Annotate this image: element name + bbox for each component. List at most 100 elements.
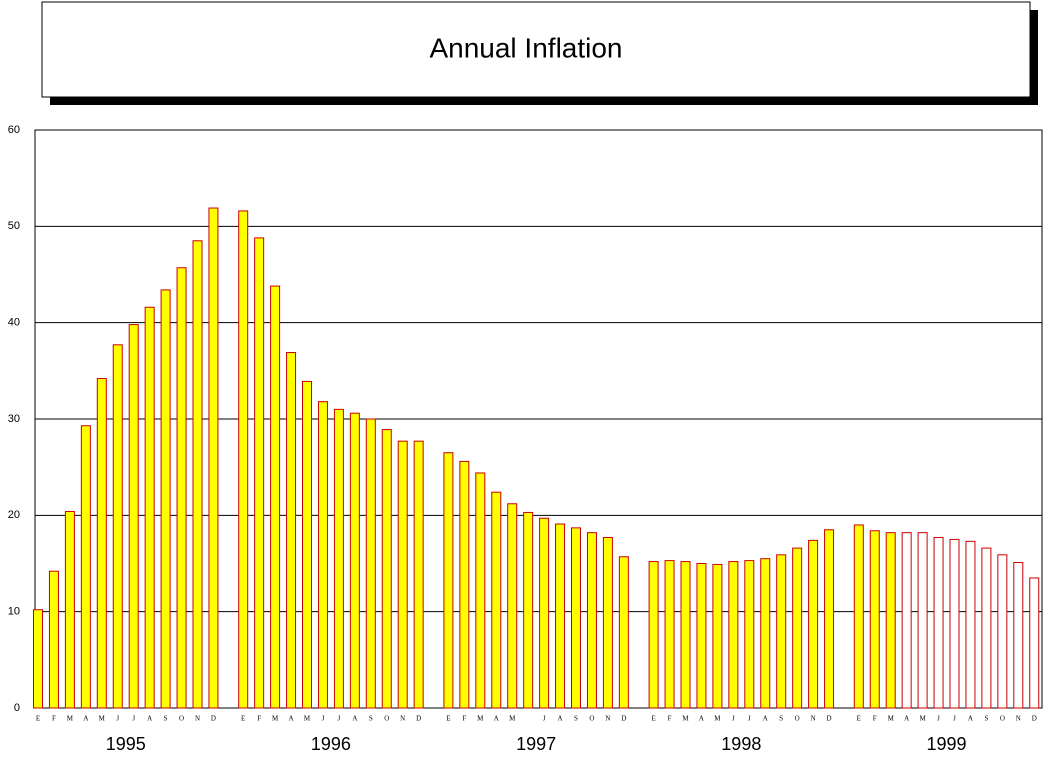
x-tick-label: F <box>257 715 261 723</box>
bar <box>539 517 550 709</box>
x-tick-label: E <box>651 715 655 723</box>
x-tick-label: A <box>352 715 357 723</box>
x-tick-label: A <box>763 715 768 723</box>
x-tick-label: O <box>384 715 389 723</box>
x-tick-label: M <box>272 715 279 723</box>
x-tick-label: M <box>67 715 74 723</box>
bar <box>349 412 360 709</box>
bar <box>317 401 328 709</box>
x-tick-label: M <box>99 715 106 723</box>
bar <box>981 547 992 709</box>
x-tick-label: A <box>699 715 704 723</box>
x-tick-label: O <box>795 715 800 723</box>
bar <box>824 529 835 709</box>
x-tick-label: N <box>605 715 610 723</box>
x-tick-label: M <box>682 715 689 723</box>
x-tick-label: F <box>462 715 466 723</box>
year-label: 1998 <box>721 734 761 754</box>
bar <box>680 561 691 709</box>
x-tick-label: M <box>304 715 311 723</box>
year-label: 1995 <box>106 734 146 754</box>
bar <box>413 440 424 709</box>
x-tick-label: E <box>36 715 40 723</box>
bar <box>128 324 139 709</box>
bar <box>997 554 1008 709</box>
bar <box>176 267 187 709</box>
bar <box>618 556 629 709</box>
bar <box>208 207 219 709</box>
y-tick-label: 50 <box>8 220 20 232</box>
bar <box>776 554 787 709</box>
x-tick-label: A <box>289 715 294 723</box>
bar <box>523 511 534 709</box>
x-tick-label: D <box>827 715 832 723</box>
bar <box>728 561 739 709</box>
bar <box>96 378 107 709</box>
x-tick-label: E <box>446 715 450 723</box>
bar <box>901 532 912 709</box>
bar <box>853 524 864 709</box>
x-tick-label: N <box>811 715 816 723</box>
bar <box>808 539 819 709</box>
bar <box>586 532 597 709</box>
bar <box>491 491 502 709</box>
x-tick-label: J <box>732 715 735 723</box>
bar <box>744 560 755 709</box>
x-tick-label: J <box>322 715 325 723</box>
x-tick-label: J <box>132 715 135 723</box>
x-tick-label: M <box>509 715 516 723</box>
x-tick-label: E <box>857 715 861 723</box>
bar <box>286 352 297 709</box>
chart-title: Annual Inflation <box>429 32 622 63</box>
bar <box>696 563 707 709</box>
bar <box>1029 577 1040 709</box>
bar <box>443 452 454 709</box>
x-tick-label: J <box>748 715 751 723</box>
bar <box>381 429 392 709</box>
bar <box>80 425 91 709</box>
bar <box>238 210 249 709</box>
x-tick-label: N <box>400 715 405 723</box>
x-tick-label: D <box>211 715 216 723</box>
y-tick-label: 40 <box>8 317 20 329</box>
x-tick-label: A <box>147 715 152 723</box>
y-tick-label: 60 <box>8 124 20 136</box>
x-tick-label: S <box>984 715 988 723</box>
x-tick-label: A <box>83 715 88 723</box>
x-tick-label: A <box>558 715 563 723</box>
bar <box>869 530 880 709</box>
bar <box>965 540 976 709</box>
year-label: 1999 <box>927 734 967 754</box>
x-tick-label: J <box>116 715 119 723</box>
x-tick-label: A <box>494 715 499 723</box>
bar <box>302 380 312 709</box>
bar <box>648 561 659 709</box>
x-tick-label: O <box>1000 715 1005 723</box>
bar <box>555 523 566 709</box>
x-tick-label: M <box>919 715 926 723</box>
bar <box>1013 562 1024 709</box>
x-tick-label: O <box>179 715 184 723</box>
x-tick-label: M <box>888 715 895 723</box>
bar <box>917 532 928 709</box>
x-tick-label: J <box>953 715 956 723</box>
x-tick-label: D <box>621 715 626 723</box>
x-tick-label: M <box>714 715 721 723</box>
x-tick-label: F <box>873 715 877 723</box>
bar <box>144 306 155 709</box>
x-tick-label: S <box>164 715 168 723</box>
bar <box>192 240 203 709</box>
bar <box>333 408 344 709</box>
x-tick-label: A <box>904 715 909 723</box>
bar <box>507 503 518 709</box>
y-tick-label: 20 <box>8 509 20 521</box>
bar <box>712 563 723 709</box>
bar <box>365 418 376 709</box>
y-tick-label: 10 <box>8 606 20 618</box>
x-tick-label: F <box>52 715 56 723</box>
bar <box>33 609 43 709</box>
x-tick-label: S <box>779 715 783 723</box>
y-tick-label: 30 <box>8 413 20 425</box>
bar <box>949 538 960 709</box>
